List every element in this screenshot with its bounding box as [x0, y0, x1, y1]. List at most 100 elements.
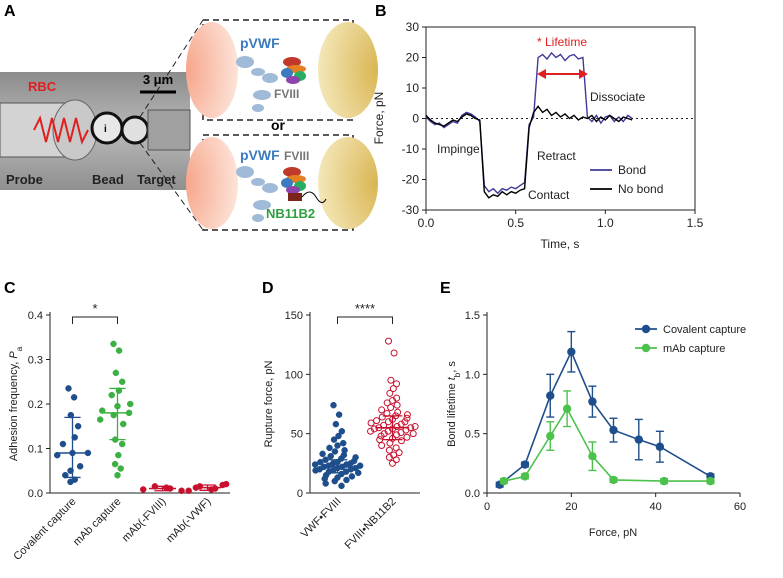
data-point: [126, 400, 134, 408]
data-point: [401, 418, 409, 426]
bead-label: Bead: [92, 172, 124, 187]
fviii-molecule: [281, 57, 306, 84]
legend-label: mAb capture: [663, 343, 725, 355]
data-point: [393, 380, 401, 388]
data-point: [354, 469, 362, 477]
series-line: [425, 105, 633, 199]
significance-label: ****: [355, 301, 375, 316]
y-axis-label: Bond lifetime tb, s: [446, 361, 462, 447]
data-point: [348, 473, 356, 480]
data-point: [520, 460, 530, 469]
vwf-label: pVWF: [240, 147, 280, 163]
annotation: Retract: [537, 149, 576, 163]
data-point: [386, 439, 394, 447]
data-point: [659, 476, 669, 486]
data-point: [387, 376, 395, 384]
annotation: Impinge: [437, 142, 480, 156]
data-point: [312, 467, 319, 474]
y-tick-label: 0: [412, 112, 419, 126]
panel-label: A: [4, 3, 16, 20]
nanobody-label: NB11B2: [266, 206, 315, 221]
legend-marker: [641, 343, 651, 353]
data-point: [139, 486, 147, 493]
data-point: [706, 476, 715, 486]
y-axis-label: Force, pN: [372, 92, 386, 145]
series-line: [425, 51, 633, 195]
data-point: [118, 378, 126, 385]
category-label: mAb(-FVIII): [120, 496, 169, 545]
y-tick-label: 0.1: [28, 444, 43, 456]
target-cell: [120, 115, 150, 145]
data-point: [377, 432, 385, 440]
data-point: [311, 461, 319, 468]
data-point: [393, 401, 401, 409]
data-point: [98, 407, 106, 414]
data-point: [334, 442, 341, 449]
data-point: [378, 413, 386, 421]
data-point: [634, 435, 643, 444]
y-tick-label: 50: [291, 429, 303, 441]
vwf-molecule: [236, 166, 278, 222]
vwf-molecule: [236, 56, 278, 112]
x-tick-label: 0: [484, 501, 490, 513]
data-point: [397, 437, 405, 445]
data-point: [655, 442, 665, 451]
data-point: [394, 408, 402, 416]
data-point: [389, 385, 397, 393]
y-tick-label: 0.2: [28, 399, 43, 411]
vwf-label: pVWF: [240, 35, 280, 51]
target-pipette: [147, 109, 191, 151]
data-point: [385, 453, 393, 461]
y-axis-label-part: b: [453, 372, 462, 377]
data-point: [67, 478, 74, 486]
y-axis-label-part: Rupture force, pN: [263, 361, 275, 448]
series-line: [503, 407, 711, 482]
y-axis-label-part: Adhesion frequency,: [8, 359, 20, 462]
data-point: [370, 425, 378, 433]
data-point: [322, 480, 329, 487]
x-tick-label: 60: [734, 501, 746, 513]
data-point: [567, 347, 576, 356]
data-point: [367, 427, 375, 435]
data-point: [178, 487, 185, 495]
data-point: [62, 471, 69, 479]
data-point: [384, 418, 392, 426]
category-label: FVIII•NB11B2: [343, 496, 399, 552]
data-point: [385, 446, 393, 454]
significance-bracket: [337, 316, 393, 324]
x-axis-label: Force, pN: [589, 527, 637, 539]
category-label: VWF•FVIII: [299, 496, 344, 541]
data-point: [115, 451, 122, 459]
category-label: mAb capture: [71, 496, 124, 549]
data-point: [319, 450, 326, 458]
y-tick-label: -20: [402, 173, 420, 187]
y-tick-label: 0.5: [465, 429, 480, 441]
spring: [33, 115, 89, 145]
y-tick-label: 150: [285, 310, 303, 322]
data-point: [411, 423, 419, 431]
data-point: [546, 391, 555, 400]
data-point: [520, 472, 530, 481]
category-label: Covalent capture: [11, 496, 78, 563]
panel-label: C: [4, 280, 16, 297]
data-point: [403, 433, 411, 441]
panel-a: A 3 μm RBC i Probe Bead Target pVWF FVII…: [0, 3, 378, 231]
y-tick-label: 0.0: [28, 488, 43, 500]
data-point: [219, 481, 226, 489]
bead-mark: i: [104, 124, 107, 135]
data-point: [74, 423, 82, 430]
target-surface: [318, 137, 378, 229]
series-line: [499, 349, 711, 486]
y-tick-label: 10: [406, 81, 420, 95]
data-point: [96, 416, 104, 423]
category-label: mAb(-VWF): [164, 496, 214, 546]
data-point: [53, 451, 61, 459]
y-tick-label: 20: [406, 51, 420, 65]
data-point: [108, 391, 115, 399]
data-point: [392, 456, 400, 464]
y-tick-label: 1.5: [465, 310, 480, 322]
data-point: [378, 406, 386, 414]
arrow-head: [537, 69, 546, 79]
y-axis-label-part: P: [8, 351, 20, 359]
data-point: [330, 401, 337, 409]
